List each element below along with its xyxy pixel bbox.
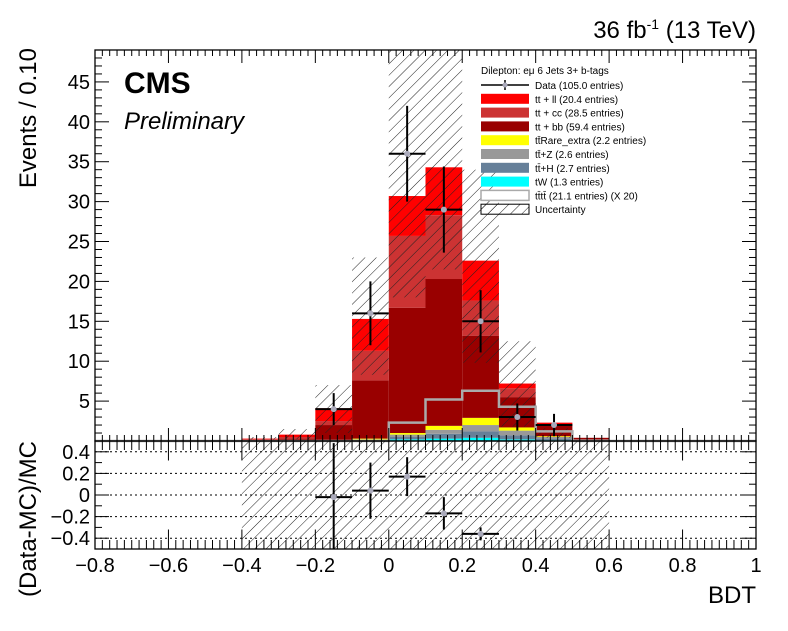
legend-swatch-7 [481,176,529,187]
stack-bar-s2-b11 [498,430,536,436]
ratio-point-1 [367,487,374,494]
legend-label-0: Data (105.0 entries) [535,81,623,92]
stack-bar-s3-b10 [462,417,499,426]
stack-bar-s1-b10 [462,431,499,438]
legend: Dilepton: eμ 6 Jets 3+ b-tags Data (105.0… [480,66,646,216]
data-point-5 [514,414,521,421]
data-point-0 [330,406,337,413]
x-tick-label-8: 0.8 [669,555,697,577]
luminosity-label: 36 fb-1 (13 TeV) [593,16,756,44]
uncertainty-bin-5 [278,429,316,441]
legend-swatch-9 [480,203,530,215]
x-tick-label-6: 0.4 [522,555,550,577]
ratio-point-3 [440,510,447,517]
stack-bar-s1-b8 [388,437,426,440]
legend-swatch-3 [481,121,529,132]
stack-bar-s1-b9 [425,433,463,439]
x-tick-label-5: 0.2 [448,555,476,577]
stack-bar-s1-b12 [535,438,573,441]
stack-bar-s0-b10 [462,437,499,441]
legend-label-4: tt̄Rare_extra (2.2 entries) [535,135,646,147]
y-tick-label-2: 15 [68,311,90,333]
legend-label-7: tW (1.3 entries) [535,178,603,189]
uncertainty-bin-4 [241,437,279,441]
x-tick-label-9: 1 [750,555,761,577]
data-point-1 [367,310,374,317]
stack-bar-s3-b7 [352,438,389,440]
y-tick-label-3: 20 [68,271,90,293]
legend-label-1: tt + ll (20.4 entries) [535,95,618,106]
ratio-y-tick-label-1: −0.2 [51,507,90,529]
legend-label-6: tt̄+H (2.7 entries) [535,163,610,175]
preliminary-label: Preliminary [124,108,246,135]
ratio-y-tick-label-3: 0.2 [62,463,90,485]
legend-swatch-5 [481,149,529,159]
legend-label-3: tt + bb (59.4 entries) [535,122,625,133]
stack-bar-s2-b8 [388,434,426,438]
y-tick-label-7: 40 [68,112,90,134]
x-tick-label-3: −0.2 [296,555,335,577]
stack-bar-s4-b13 [572,437,610,440]
x-tick-label-2: −0.4 [222,555,261,577]
y-tick-label-8: 45 [68,72,90,94]
data-layer [315,105,573,437]
y-tick-label-6: 35 [68,152,90,174]
x-tick-label-4: 0 [383,555,394,577]
legend-swatch-4 [481,135,529,146]
stack-bar-s0-b8 [388,439,426,441]
legend-swatch-2 [481,107,529,118]
x-tick-label-0: −0.8 [75,555,114,577]
legend-label-8: tt̄tt̄ (21.1 entries) (X 20) [535,190,638,202]
ratio-point-4 [477,530,484,537]
stack-bar-s0-b11 [498,439,536,441]
stack-bar-s4-b7 [352,380,389,439]
legend-swatch-6 [481,162,529,173]
x-tick-label-1: −0.6 [149,555,188,577]
stack-bar-s4-b8 [388,307,426,434]
stack-bar-s0-b9 [425,438,463,441]
y-tick-label-5: 30 [68,192,90,214]
stack-bar-s3-b8 [388,433,426,435]
legend-swatch-1 [481,93,529,104]
ratio-point-2 [404,473,411,480]
ratio-point-0 [330,494,337,501]
data-point-3 [440,206,447,213]
stack-bar-s3-b9 [425,425,463,430]
legend-title: Dilepton: eμ 6 Jets 3+ b-tags [481,66,609,77]
data-point-2 [404,150,411,157]
y-tick-label-1: 10 [68,351,90,373]
legend-label-9: Uncertainty [535,205,586,216]
x-tick-label-7: 0.6 [595,555,623,577]
cms-label: CMS [124,67,191,100]
ratio-y-tick-label-4: 0.4 [62,442,90,464]
legend-label-2: tt + cc (28.5 entries) [535,109,624,120]
data-point-4 [477,318,484,325]
ratio-y-tick-label-2: 0 [79,485,90,507]
ratio-layer [95,441,756,549]
stack-bar-s2-b10 [462,425,499,432]
stack-bar-s2-b9 [425,429,463,434]
stack-bar-s4-b9 [425,279,463,426]
stack-bar-s1-b11 [498,435,536,440]
legend-label-5: tt̄+Z (2.6 entries) [535,149,609,161]
ratio-y-axis-label: (Data-MC)/MC [15,441,42,597]
y-axis-label: Events / 0.10 [15,48,42,188]
ratio-y-tick-label-0: −0.4 [51,528,90,550]
y-tick-label-4: 25 [68,232,90,254]
legend-swatch-8 [480,189,530,202]
y-tick-label-0: 5 [79,391,90,413]
legend-marker-dot-0 [502,82,508,88]
x-axis-label: BDT [708,582,756,609]
data-point-6 [551,422,558,429]
